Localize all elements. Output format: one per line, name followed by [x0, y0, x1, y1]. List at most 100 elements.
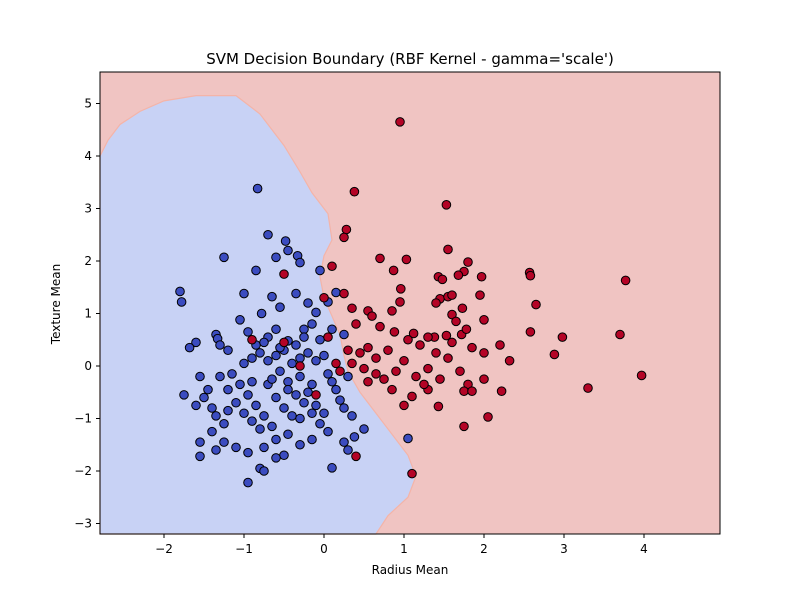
point-class-1 [504, 355, 515, 366]
point-class-1 [331, 358, 341, 369]
point-class-0 [235, 379, 245, 390]
point-class-1 [371, 353, 381, 363]
point-class-1 [479, 348, 489, 358]
point-class-0 [211, 445, 221, 455]
x-tick-label: 4 [640, 542, 648, 556]
point-class-1 [525, 270, 536, 281]
point-class-0 [176, 297, 187, 307]
point-class-1 [347, 358, 357, 369]
point-class-0 [215, 340, 225, 350]
point-class-1 [620, 275, 631, 286]
point-class-1 [407, 391, 417, 402]
x-axis: −2 −1 0 1 2 3 4 [155, 534, 648, 556]
point-class-1 [311, 390, 321, 400]
point-class-1 [347, 303, 357, 314]
point-class-1 [531, 299, 541, 310]
y-tick-label: 4 [84, 149, 92, 163]
point-class-1 [483, 412, 493, 422]
point-class-1 [389, 327, 400, 337]
point-class-1 [395, 297, 405, 307]
point-class-1 [351, 451, 361, 462]
point-class-0 [283, 245, 293, 256]
point-class-0 [271, 453, 281, 463]
point-class-1 [375, 253, 385, 264]
point-class-1 [431, 348, 441, 358]
point-class-1 [419, 379, 429, 390]
point-class-1 [339, 288, 349, 299]
point-class-0 [299, 332, 309, 342]
point-class-0 [343, 445, 353, 455]
point-class-0 [203, 384, 213, 395]
point-class-0 [227, 369, 237, 379]
point-class-1 [343, 345, 353, 356]
point-class-0 [195, 437, 205, 447]
point-class-0 [243, 390, 253, 400]
point-class-1 [463, 257, 473, 267]
point-class-0 [343, 371, 353, 382]
point-class-0 [315, 334, 325, 345]
point-class-0 [259, 442, 269, 453]
point-class-1 [327, 261, 337, 272]
point-class-0 [295, 439, 305, 450]
point-class-0 [251, 265, 261, 276]
point-class-0 [315, 265, 325, 276]
point-class-1 [479, 374, 489, 384]
point-class-0 [219, 418, 229, 429]
point-class-1 [399, 400, 409, 411]
point-class-0 [175, 286, 185, 297]
point-class-1 [391, 366, 401, 377]
y-axis-label: Texture Mean [49, 264, 63, 345]
point-class-0 [323, 369, 333, 379]
point-class-1 [453, 270, 464, 280]
point-class-0 [231, 397, 241, 408]
point-class-1 [387, 306, 397, 316]
point-class-0 [255, 348, 265, 358]
point-class-1 [383, 345, 393, 356]
point-class-1 [455, 366, 465, 377]
x-tick-label: 1 [400, 542, 408, 556]
point-class-0 [271, 434, 281, 445]
point-class-1 [363, 376, 373, 387]
point-class-1 [636, 370, 647, 381]
point-class-1 [319, 292, 329, 303]
point-class-0 [267, 374, 277, 384]
point-class-0 [239, 408, 249, 419]
point-class-1 [411, 371, 421, 382]
point-class-0 [279, 403, 289, 413]
point-class-0 [311, 307, 321, 318]
x-tick-label: 2 [480, 542, 488, 556]
point-class-0 [275, 366, 285, 377]
point-class-1 [341, 224, 352, 235]
point-class-0 [295, 413, 305, 424]
point-class-0 [247, 416, 257, 426]
point-class-0 [251, 400, 261, 411]
point-class-1 [459, 421, 469, 432]
point-class-1 [339, 232, 349, 243]
point-class-1 [479, 315, 489, 325]
point-class-1 [467, 342, 477, 353]
point-class-0 [275, 302, 285, 313]
point-class-1 [447, 337, 457, 348]
y-tick-label: −2 [74, 464, 92, 478]
x-tick-label: 3 [560, 542, 568, 556]
point-class-0 [219, 252, 229, 263]
point-class-1 [295, 361, 305, 371]
point-class-1 [367, 311, 377, 321]
point-class-0 [247, 376, 257, 387]
point-class-0 [331, 384, 341, 395]
point-class-1 [363, 342, 373, 353]
point-class-1 [355, 348, 365, 358]
point-class-1 [388, 265, 399, 276]
point-class-1 [496, 386, 507, 397]
point-class-0 [271, 324, 281, 335]
point-class-0 [271, 392, 281, 403]
point-class-1 [459, 386, 469, 397]
plot-frame [99, 71, 721, 535]
point-class-0 [191, 400, 201, 411]
point-class-0 [243, 327, 253, 337]
point-class-0 [211, 411, 221, 421]
point-class-0 [403, 433, 413, 444]
point-class-1 [395, 117, 405, 127]
point-class-1 [433, 401, 444, 412]
point-class-0 [279, 450, 289, 461]
